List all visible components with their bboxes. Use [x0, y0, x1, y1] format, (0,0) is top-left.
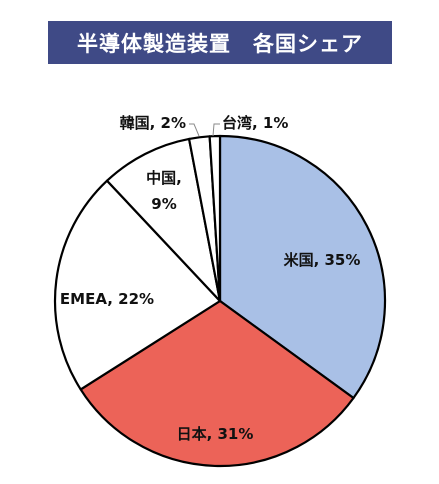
- slice-label-5: 台湾, 1%: [222, 114, 288, 132]
- pie-slice-3: [105, 137, 222, 303]
- leader-line-4: [189, 123, 200, 137]
- slice-label-2: EMEA, 22%: [60, 290, 154, 308]
- slice-labels: 米国, 35% 日本, 31% EMEA, 22% 中国, 9% 韓国, 2% 台湾, 1%: [60, 114, 360, 443]
- slice-label-0: 米国, 35%: [284, 251, 361, 269]
- pie-slice-1: [79, 299, 355, 468]
- pie-slices: [53, 134, 387, 468]
- leader-lines: [189, 123, 220, 137]
- pie-slice-0: [218, 134, 387, 400]
- slice-label-1: 日本, 31%: [177, 425, 254, 443]
- chart-title: 半導体製造装置 各国シェア: [48, 21, 392, 64]
- leader-line-5: [212, 123, 220, 137]
- slice-label-4: 韓国, 2%: [120, 114, 186, 132]
- slice-label-3: 中国, 9%: [146, 169, 182, 213]
- pie-slice-2: [53, 179, 222, 391]
- pie-slice-5: [208, 134, 222, 303]
